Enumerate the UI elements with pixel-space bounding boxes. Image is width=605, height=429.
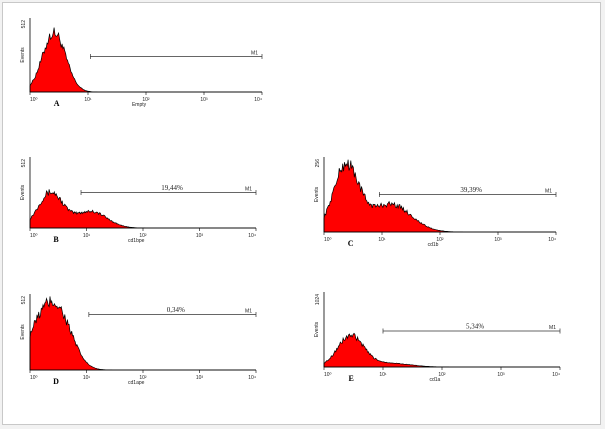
- x-tick-label: 10²: [139, 375, 147, 381]
- gate-label: M1: [549, 325, 556, 331]
- gate-percent: 0,34%: [167, 306, 185, 314]
- y-max-label: 1024: [315, 294, 321, 305]
- histogram-area: [323, 332, 560, 368]
- x-tick-label: 10⁴: [254, 97, 262, 103]
- gate-percent: 39,39%: [460, 186, 482, 194]
- x-axis-label: cd1b: [428, 242, 439, 248]
- y-axis-label: Events: [20, 184, 26, 200]
- x-tick-label: 10⁰: [324, 372, 332, 378]
- x-tick-label: 10³: [200, 97, 208, 103]
- x-tick-label: 10⁰: [30, 233, 38, 239]
- x-tick-label: 10⁴: [248, 233, 256, 239]
- panel-letter: D: [53, 377, 59, 386]
- x-tick-label: 10⁰: [324, 237, 332, 243]
- gate-marker: M1 39,39%: [378, 186, 557, 197]
- x-tick-label: 10²: [436, 237, 444, 243]
- y-max-label: 512: [21, 296, 27, 305]
- y-axis-label: Events: [314, 321, 320, 337]
- histogram-area: [29, 27, 262, 93]
- histogram-panel-c: 10⁰ 10¹ 10² 10³ 10⁴ 256 Events cd1b C M1 39,39%: [314, 157, 557, 248]
- panel-letter: C: [348, 239, 354, 248]
- x-tick-label: 10¹: [83, 233, 91, 239]
- panel-letter: E: [348, 374, 353, 383]
- figure-frame: [2, 2, 601, 425]
- x-tick-label: 10²: [139, 233, 147, 239]
- histogram-panel-b: 10⁰ 10¹ 10² 10³ 10⁴ 512 Events cd1bpe B M1 19,44%: [20, 157, 257, 244]
- y-axis-label: Events: [20, 47, 26, 63]
- x-tick-label: 10³: [196, 233, 204, 239]
- histogram-panel-e: 10⁰ 10¹ 10² 10³ 10⁴ 1024 Events cd1a E M1 5,34%: [314, 292, 561, 383]
- y-max-label: 512: [21, 20, 27, 29]
- x-tick-label: 10¹: [379, 372, 387, 378]
- gate-label: M1: [545, 189, 552, 195]
- histogram-panel-a: 10⁰ 10¹ 10² 10³ 10⁴ 512 Events Empty A M1: [20, 18, 263, 108]
- x-axis-label: cd1bpe: [128, 238, 145, 244]
- gate-label: M1: [245, 309, 252, 315]
- histogram-area: [29, 189, 256, 229]
- x-axis-label: cd1a: [429, 377, 440, 383]
- y-axis-label: Events: [20, 324, 26, 340]
- x-tick-label: 10³: [497, 372, 505, 378]
- gate-marker: M1 0,34%: [88, 306, 257, 318]
- histogram-area: [323, 159, 556, 233]
- x-tick-label: 10¹: [84, 97, 92, 103]
- panel-letter: A: [54, 99, 60, 108]
- x-axis-label: cd1ape: [128, 380, 145, 386]
- x-tick-label: 10³: [494, 237, 502, 243]
- y-axis-label: Events: [314, 186, 320, 202]
- gate-percent: 19,44%: [161, 184, 183, 192]
- x-tick-label: 10⁰: [30, 375, 38, 381]
- gate-marker: M1: [90, 50, 263, 59]
- x-tick-label: 10⁴: [552, 372, 560, 378]
- histogram-panel-d: 10⁰ 10¹ 10² 10³ 10⁴ 512 Events cd1ape D M1 0,34%: [20, 294, 257, 386]
- x-tick-label: 10⁴: [548, 237, 556, 243]
- x-tick-label: 10⁰: [30, 97, 38, 103]
- gate-percent: 5,34%: [466, 323, 484, 331]
- x-tick-label: 10¹: [378, 237, 386, 243]
- x-tick-label: 10¹: [83, 375, 91, 381]
- x-tick-label: 10²: [438, 372, 446, 378]
- histogram-area: [29, 296, 256, 371]
- x-tick-label: 10²: [142, 97, 150, 103]
- gate-marker: M1 5,34%: [382, 323, 561, 334]
- x-tick-label: 10³: [196, 375, 204, 381]
- gate-label: M1: [245, 187, 252, 193]
- x-axis-label: Empty: [132, 102, 147, 108]
- y-max-label: 256: [315, 159, 321, 168]
- y-max-label: 512: [21, 159, 27, 168]
- gate-label: M1: [251, 50, 258, 56]
- panel-letter: B: [53, 235, 59, 244]
- x-tick-label: 10⁴: [248, 375, 256, 381]
- gate-marker: M1 19,44%: [80, 184, 257, 195]
